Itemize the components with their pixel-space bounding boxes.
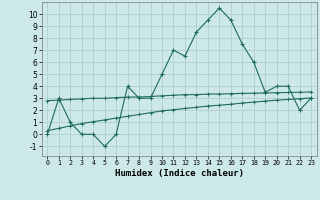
X-axis label: Humidex (Indice chaleur): Humidex (Indice chaleur) xyxy=(115,169,244,178)
